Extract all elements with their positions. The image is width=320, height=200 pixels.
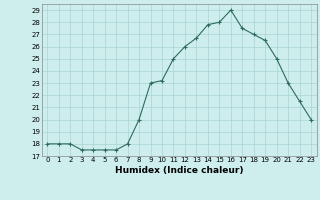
X-axis label: Humidex (Indice chaleur): Humidex (Indice chaleur)	[115, 166, 244, 175]
